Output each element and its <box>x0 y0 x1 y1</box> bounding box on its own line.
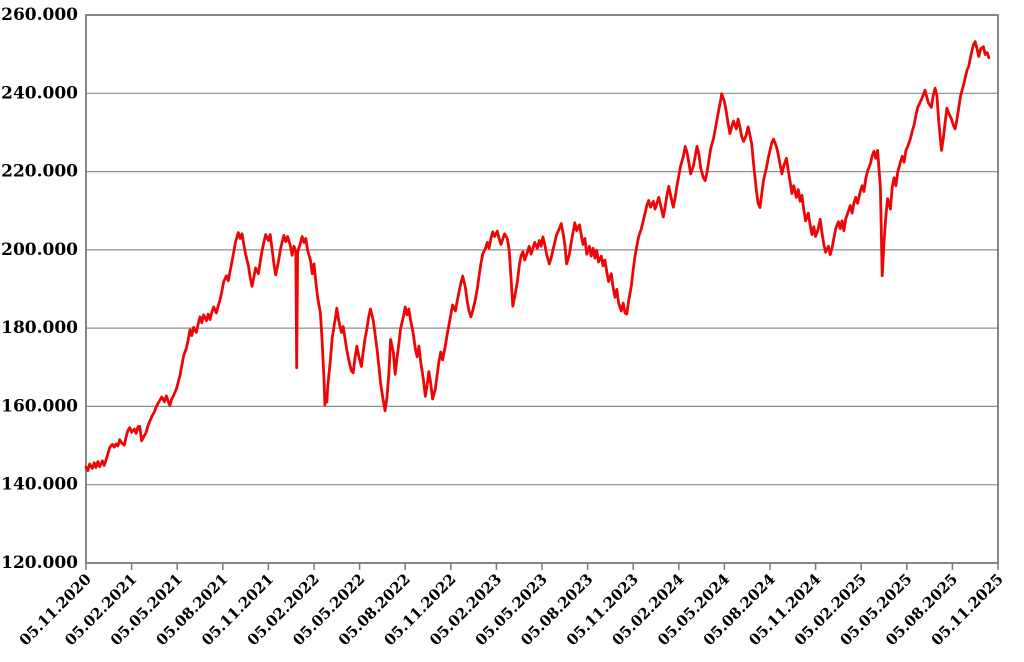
y-tick-label: 140.000 <box>1 475 78 495</box>
y-axis-labels: 120.000 140.000 160.000 180.000 200.000 220.0… <box>1 5 78 573</box>
price-line-series <box>84 40 991 472</box>
x-axis-tick-marks <box>85 563 999 570</box>
y-tick-label: 120.000 <box>1 553 78 573</box>
y-tick-label: 200.000 <box>1 240 78 260</box>
x-axis-labels: 05.11.202005.02.202105.05.202105.08.2021… <box>16 570 1007 649</box>
y-tick-label: 220.000 <box>1 162 78 182</box>
y-tick-label: 260.000 <box>1 5 78 25</box>
y-tick-label: 160.000 <box>1 396 78 416</box>
y-tick-label: 180.000 <box>1 318 78 338</box>
gridlines <box>86 92 998 486</box>
y-tick-label: 240.000 <box>1 83 78 103</box>
